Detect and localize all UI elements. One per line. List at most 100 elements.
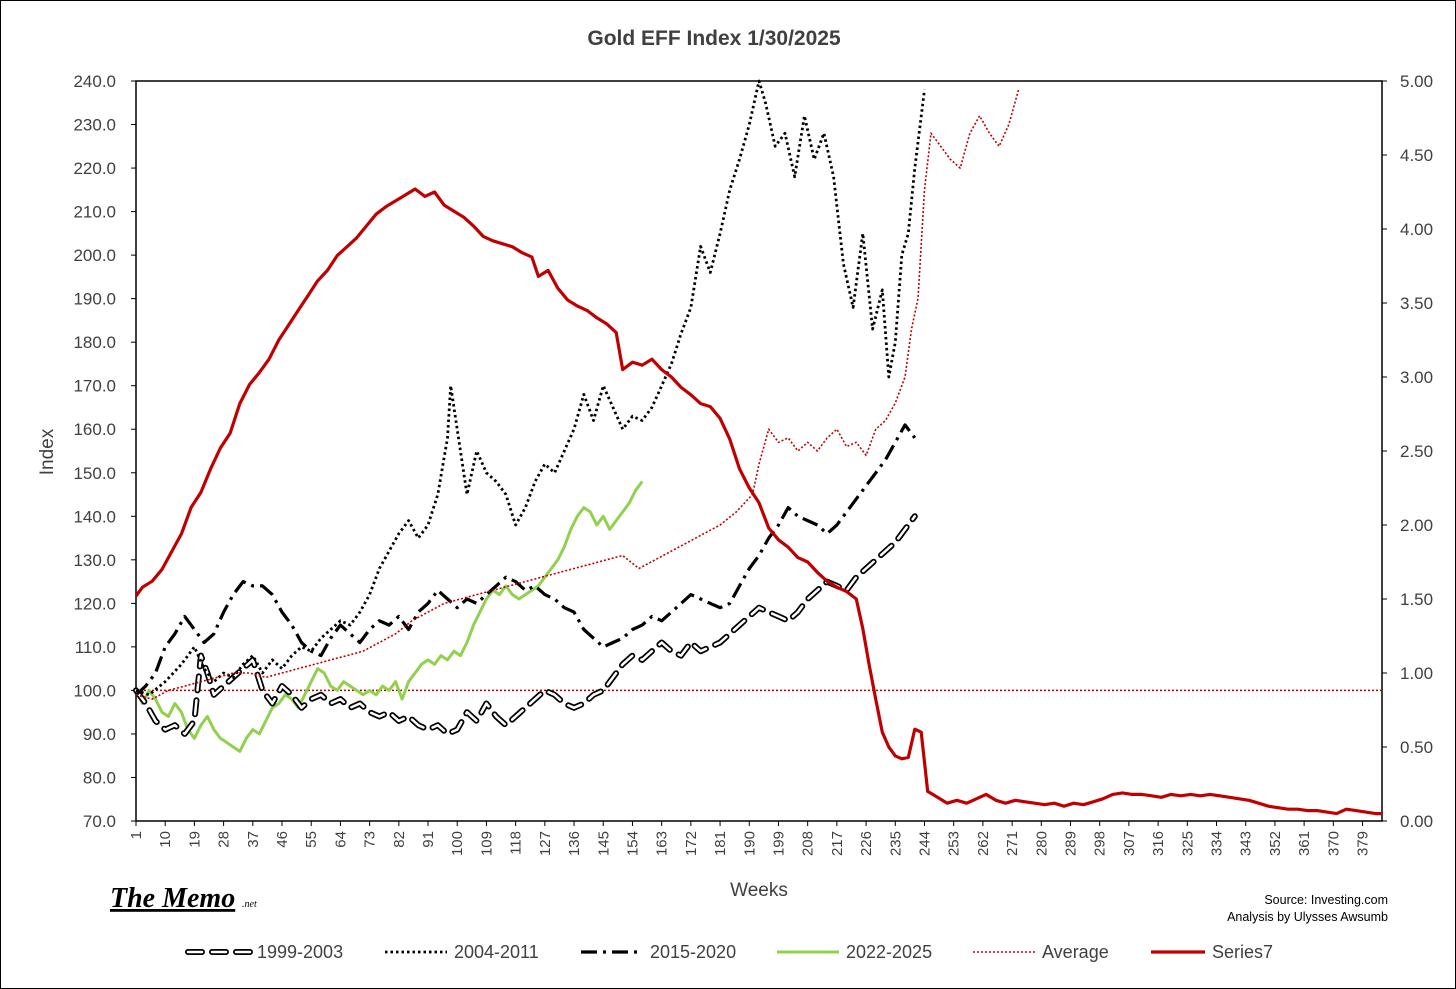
legend-item: 2004-2011 bbox=[385, 942, 539, 962]
y-tick-label: 140.0 bbox=[73, 507, 116, 526]
x-tick-label: 343 bbox=[1238, 831, 1255, 856]
x-tick-label: 370 bbox=[1325, 831, 1342, 856]
series-line bbox=[133, 513, 918, 737]
y2-tick-label: 4.50 bbox=[1400, 146, 1433, 165]
series-2022-2025 bbox=[134, 480, 644, 753]
y2-tick-label: 5.00 bbox=[1400, 72, 1433, 91]
x-tick-label: 163 bbox=[654, 831, 671, 856]
x-tick-label: 271 bbox=[1004, 831, 1021, 856]
series-line bbox=[135, 89, 1020, 700]
x-tick-label: 91 bbox=[420, 831, 437, 848]
x-tick-label: 136 bbox=[566, 831, 583, 856]
x-tick-label: 226 bbox=[858, 831, 875, 856]
series-series7 bbox=[134, 187, 1382, 816]
x-tick-label: 55 bbox=[303, 831, 320, 848]
x-tick-label: 190 bbox=[741, 831, 758, 856]
legend-item: 2015-2020 bbox=[581, 942, 736, 962]
y2-tick-label: 3.00 bbox=[1400, 368, 1433, 387]
plot-area bbox=[135, 80, 1383, 822]
y2-tick-label: 0.00 bbox=[1400, 812, 1433, 831]
x-tick-label: 361 bbox=[1296, 831, 1313, 856]
x-tick-label: 334 bbox=[1209, 831, 1226, 856]
y2-tick-label: 1.00 bbox=[1400, 664, 1433, 683]
legend-item: 2022-2025 bbox=[777, 942, 932, 962]
x-tick-label: 172 bbox=[683, 831, 700, 856]
legend-label: 2022-2025 bbox=[846, 942, 932, 962]
x-tick-label: 10 bbox=[157, 831, 174, 848]
x-tick-label: 118 bbox=[508, 831, 525, 855]
x-tick-label: 100 bbox=[449, 831, 466, 856]
series-2015-2020 bbox=[134, 423, 917, 696]
series-line bbox=[134, 423, 917, 696]
y-tick-label: 110.0 bbox=[75, 638, 116, 657]
x-tick-label: 262 bbox=[975, 831, 992, 856]
x-tick-label: 307 bbox=[1121, 831, 1138, 856]
x-tick-label: 280 bbox=[1033, 831, 1050, 856]
x-tick-label: 1 bbox=[128, 831, 145, 839]
y-tick-label: 190.0 bbox=[73, 290, 116, 309]
series-average bbox=[135, 89, 1020, 700]
y-tick-label: 100.0 bbox=[73, 681, 116, 700]
x-tick-label: 37 bbox=[245, 831, 262, 848]
y-tick-label: 120.0 bbox=[73, 594, 116, 613]
y-tick-label: 90.0 bbox=[83, 725, 116, 744]
brand-logo: The Memo .net bbox=[110, 883, 257, 914]
x-tick-label: 82 bbox=[391, 831, 408, 848]
x-tick-label: 181 bbox=[712, 831, 729, 856]
legend-label: 1999-2003 bbox=[257, 942, 343, 962]
x-tick-label: 316 bbox=[1150, 831, 1167, 856]
legend-item: Series7 bbox=[1151, 942, 1273, 962]
x-axis-label: Weeks bbox=[730, 880, 788, 901]
y2-tick-label: 3.50 bbox=[1400, 294, 1433, 313]
y2-tick-label: 0.50 bbox=[1400, 738, 1433, 757]
x-tick-label: 244 bbox=[916, 831, 933, 856]
x-tick-label: 379 bbox=[1355, 831, 1372, 856]
series-2004-2011 bbox=[135, 79, 926, 697]
x-tick-label: 199 bbox=[770, 831, 787, 856]
y-axis-left: 70.0 80.0 90.0 100.0 110.0 120.0 130.0 140.0 150… bbox=[73, 72, 136, 831]
chart-title: Gold EFF Index 1/30/2025 bbox=[587, 27, 841, 50]
x-tick-label: 325 bbox=[1179, 831, 1196, 856]
x-tick-label: 253 bbox=[946, 831, 963, 856]
brand-name: The Memo bbox=[110, 883, 235, 914]
y2-tick-label: 4.00 bbox=[1400, 220, 1433, 239]
x-tick-label: 235 bbox=[887, 831, 904, 856]
legend-item: 1999-2003 bbox=[185, 942, 343, 962]
series-line bbox=[134, 187, 1382, 816]
y-axis-label: Index bbox=[37, 428, 58, 475]
legend-label: Average bbox=[1042, 942, 1109, 962]
series-line bbox=[134, 480, 644, 753]
x-tick-label: 145 bbox=[595, 831, 612, 856]
y-tick-label: 230.0 bbox=[73, 116, 116, 135]
x-tick-label: 19 bbox=[186, 831, 203, 848]
series-line-inner bbox=[134, 515, 917, 736]
x-tick-label: 208 bbox=[800, 831, 817, 856]
legend-label: 2004-2011 bbox=[454, 942, 539, 962]
x-tick-label: 154 bbox=[624, 831, 641, 856]
x-tick-label: 46 bbox=[274, 831, 291, 848]
x-tick-label: 64 bbox=[332, 831, 349, 848]
x-tick-label: 352 bbox=[1267, 831, 1284, 856]
y-tick-label: 180.0 bbox=[73, 333, 116, 352]
series-1999-2003 bbox=[133, 513, 918, 737]
series-line bbox=[135, 79, 926, 697]
y2-tick-label: 1.50 bbox=[1400, 590, 1433, 609]
y2-tick-label: 2.50 bbox=[1400, 442, 1433, 461]
legend-item: Average bbox=[973, 942, 1109, 962]
y-tick-label: 210.0 bbox=[73, 203, 116, 222]
source-line: Source: Investing.com bbox=[1264, 893, 1388, 907]
legend-label: 2015-2020 bbox=[650, 942, 736, 962]
brand-suffix: .net bbox=[242, 899, 257, 910]
y-axis-right: 0.00 0.50 1.00 1.50 2.00 2.50 3.00 3.50 4.00 4.50… bbox=[1382, 72, 1433, 831]
x-tick-label: 298 bbox=[1092, 831, 1109, 856]
x-axis: 1 10 19 28 37 46 55 64 73 82 91 100 109 118 127 136 145 1… bbox=[128, 821, 1372, 856]
analysis-line: Analysis by Ulysses Awsumb bbox=[1227, 910, 1388, 924]
y-tick-label: 220.0 bbox=[73, 159, 116, 178]
y-tick-label: 160.0 bbox=[73, 420, 116, 439]
x-tick-label: 217 bbox=[829, 831, 846, 856]
y-tick-label: 80.0 bbox=[83, 768, 116, 787]
series-layer bbox=[133, 79, 1382, 816]
x-tick-label: 289 bbox=[1063, 831, 1080, 856]
